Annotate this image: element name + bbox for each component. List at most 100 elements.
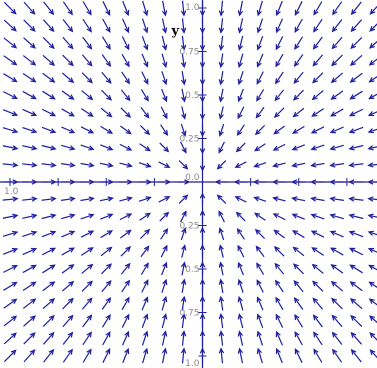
- field-arrow: [22, 247, 38, 256]
- field-arrow: [367, 128, 377, 134]
- arrow-head: [256, 78, 262, 85]
- arrow-shaft: [331, 264, 344, 274]
- field-arrow: [2, 213, 19, 219]
- arrow-head: [349, 77, 356, 83]
- arrow-head: [367, 213, 374, 219]
- field-arrow: [237, 53, 244, 69]
- field-arrow: [139, 124, 151, 136]
- arrow-head: [30, 298, 37, 304]
- arrow-head: [126, 196, 133, 202]
- field-arrow: [41, 108, 57, 117]
- arrow-shaft: [100, 125, 113, 134]
- field-arrow: [3, 349, 17, 363]
- arrow-head: [253, 212, 261, 219]
- field-arrow: [160, 106, 168, 120]
- arrow-head: [49, 77, 56, 83]
- arrow-shaft: [274, 263, 285, 275]
- arrow-shaft: [99, 197, 113, 202]
- arrow-shaft: [257, 0, 263, 16]
- arrow-shaft: [161, 0, 167, 16]
- arrow-shaft: [180, 141, 187, 153]
- arrow-head: [293, 280, 300, 287]
- arrow-head: [86, 297, 93, 304]
- field-arrow: [3, 315, 18, 327]
- arrow-shaft: [330, 163, 345, 167]
- arrow-shaft: [141, 36, 148, 50]
- field-arrow: [82, 348, 92, 363]
- arrow-shaft: [273, 143, 286, 151]
- arrow-head: [68, 264, 75, 270]
- field-arrow: [2, 230, 19, 237]
- arrow-head: [126, 213, 133, 219]
- field-arrow: [237, 0, 244, 17]
- arrow-head: [29, 25, 36, 32]
- field-arrow: [310, 162, 325, 168]
- arrow-head: [331, 297, 338, 304]
- field-arrow: [275, 18, 283, 34]
- arrow-shaft: [219, 88, 224, 102]
- arrow-shaft: [220, 35, 224, 50]
- arrow-head: [143, 330, 149, 337]
- arrow-shaft: [41, 231, 56, 238]
- arrow-head: [107, 213, 114, 219]
- field-arrow: [23, 349, 36, 363]
- arrow-head: [162, 278, 168, 286]
- field-arrow: [80, 162, 95, 168]
- field-arrow: [100, 213, 114, 220]
- arrow-shaft: [101, 71, 112, 84]
- field-arrow: [61, 247, 75, 256]
- arrow-shaft: [139, 229, 150, 240]
- arrow-head: [310, 162, 317, 168]
- arrow-head: [234, 196, 241, 202]
- field-arrow: [291, 213, 305, 220]
- arrow-shaft: [140, 246, 150, 258]
- arrow-shaft: [350, 298, 363, 310]
- arrow-shaft: [141, 280, 149, 293]
- arrow-head: [311, 247, 318, 253]
- field-arrow: [41, 126, 57, 134]
- arrow-shaft: [22, 231, 37, 238]
- arrow-head: [105, 77, 112, 84]
- arrow-shaft: [349, 163, 364, 167]
- arrow-head: [144, 212, 152, 219]
- arrow-shaft: [2, 214, 18, 219]
- field-arrow: [234, 161, 247, 168]
- arrow-shaft: [62, 315, 74, 328]
- field-arrow: [368, 58, 377, 66]
- field-arrow: [180, 278, 187, 293]
- arrow-head: [144, 129, 151, 136]
- arrow-shaft: [100, 246, 112, 257]
- arrow-head: [329, 213, 336, 219]
- arrow-shaft: [276, 0, 283, 16]
- field-arrow: [61, 264, 75, 274]
- arrow-head: [237, 244, 243, 251]
- arrow-shaft: [3, 298, 17, 309]
- arrow-head: [87, 77, 93, 84]
- field-arrow: [22, 281, 37, 292]
- arrow-head: [332, 348, 338, 355]
- arrow-head: [124, 279, 131, 286]
- field-arrow: [23, 37, 36, 49]
- arrow-shaft: [101, 89, 112, 101]
- arrow-head: [332, 9, 338, 16]
- y-tick-label: 1.0: [185, 3, 200, 13]
- field-arrow: [119, 213, 133, 221]
- field-arrow: [161, 330, 168, 346]
- field-arrow: [218, 312, 225, 329]
- ticks-layer: 1.0 0.75 0.5 0.25 0.0 0.25 0.5 0.75 1.0 1.0: [4, 3, 348, 368]
- field-arrow: [218, 53, 225, 69]
- field-arrow: [22, 90, 37, 100]
- field-arrow: [275, 0, 283, 17]
- arrow-shaft: [275, 297, 284, 311]
- arrow-head: [294, 26, 300, 34]
- arrow-shaft: [238, 53, 244, 67]
- arrow-shaft: [42, 37, 55, 49]
- field-arrow: [80, 230, 95, 238]
- arrow-shaft: [178, 160, 188, 170]
- arrow-shaft: [313, 18, 323, 32]
- arrow-shaft: [41, 144, 56, 150]
- field-arrow: [160, 124, 169, 137]
- field-arrow: [140, 245, 150, 258]
- arrow-shaft: [22, 108, 37, 116]
- field-arrow: [254, 124, 266, 136]
